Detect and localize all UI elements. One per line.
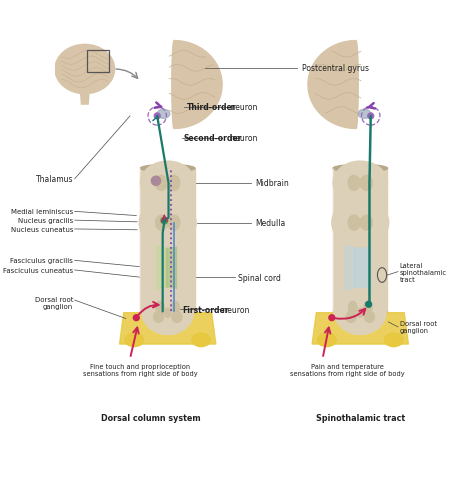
Ellipse shape — [361, 176, 373, 191]
Text: Lateral
spinothalamic
tract: Lateral spinothalamic tract — [400, 262, 447, 282]
Text: neuron: neuron — [228, 134, 258, 143]
Polygon shape — [165, 209, 176, 313]
Circle shape — [329, 315, 335, 321]
Ellipse shape — [165, 219, 170, 227]
Ellipse shape — [140, 309, 195, 317]
Text: Third-order: Third-order — [187, 103, 236, 112]
Polygon shape — [345, 171, 354, 313]
Ellipse shape — [332, 199, 389, 247]
Ellipse shape — [154, 312, 164, 323]
Ellipse shape — [335, 291, 385, 335]
Ellipse shape — [140, 165, 195, 173]
Polygon shape — [354, 171, 370, 313]
Circle shape — [133, 315, 139, 321]
Ellipse shape — [346, 311, 356, 321]
Ellipse shape — [358, 110, 371, 119]
Ellipse shape — [333, 162, 387, 205]
Text: Nucleus cuneatus: Nucleus cuneatus — [10, 227, 73, 232]
Circle shape — [161, 218, 168, 225]
Ellipse shape — [364, 302, 372, 314]
Circle shape — [155, 114, 160, 120]
Text: Fasciculus cuneatus: Fasciculus cuneatus — [3, 268, 73, 273]
Ellipse shape — [165, 180, 170, 187]
Text: Spinal cord: Spinal cord — [238, 273, 281, 282]
Ellipse shape — [348, 216, 360, 231]
Polygon shape — [333, 169, 387, 313]
Text: Medial leminiscus: Medial leminiscus — [11, 209, 73, 215]
Ellipse shape — [348, 302, 357, 314]
Ellipse shape — [154, 311, 164, 321]
Text: Nucleus gracilis: Nucleus gracilis — [18, 218, 73, 224]
Ellipse shape — [172, 312, 182, 323]
Polygon shape — [172, 42, 222, 129]
Polygon shape — [308, 42, 358, 129]
Ellipse shape — [55, 45, 115, 94]
Text: Fine touch and proprioception
sensations from right side of body: Fine touch and proprioception sensations… — [83, 363, 198, 376]
Ellipse shape — [192, 333, 210, 347]
Ellipse shape — [333, 165, 387, 173]
Ellipse shape — [125, 333, 144, 347]
Ellipse shape — [348, 301, 357, 313]
Polygon shape — [156, 209, 175, 313]
Ellipse shape — [171, 302, 180, 314]
Ellipse shape — [168, 216, 180, 231]
Ellipse shape — [346, 312, 356, 323]
Ellipse shape — [155, 216, 167, 231]
Ellipse shape — [140, 162, 195, 205]
Ellipse shape — [155, 176, 167, 191]
Ellipse shape — [171, 301, 180, 313]
Ellipse shape — [165, 308, 171, 318]
Ellipse shape — [142, 289, 194, 335]
Text: Thalamus: Thalamus — [36, 175, 73, 184]
Text: Dorsal root
ganglion: Dorsal root ganglion — [35, 296, 73, 309]
Text: Midbrain: Midbrain — [255, 179, 289, 188]
Ellipse shape — [157, 110, 170, 119]
Ellipse shape — [334, 289, 386, 335]
Ellipse shape — [143, 291, 193, 335]
Ellipse shape — [361, 216, 373, 231]
Ellipse shape — [151, 177, 161, 186]
Ellipse shape — [333, 309, 387, 317]
Ellipse shape — [168, 176, 180, 191]
Ellipse shape — [165, 307, 171, 317]
Text: Fasciculus gracilis: Fasciculus gracilis — [10, 258, 73, 264]
Text: First-order: First-order — [182, 305, 228, 314]
Ellipse shape — [384, 333, 403, 347]
Text: Medulla: Medulla — [255, 219, 285, 227]
Polygon shape — [119, 313, 216, 344]
Ellipse shape — [357, 308, 363, 318]
Ellipse shape — [365, 312, 374, 323]
Text: neuron: neuron — [228, 103, 258, 112]
Text: neuron: neuron — [220, 305, 249, 314]
Polygon shape — [81, 94, 89, 105]
Text: Pain and temperature
sensations from right side of body: Pain and temperature sensations from rig… — [291, 363, 405, 376]
Ellipse shape — [172, 311, 182, 321]
Ellipse shape — [348, 176, 360, 191]
Circle shape — [366, 302, 372, 308]
Ellipse shape — [318, 333, 336, 347]
Ellipse shape — [364, 301, 372, 313]
Polygon shape — [140, 169, 195, 313]
Text: Second-order: Second-order — [183, 134, 242, 143]
Circle shape — [368, 114, 374, 120]
Text: Dorsal column system: Dorsal column system — [101, 413, 201, 422]
Text: Postcentral gyrus: Postcentral gyrus — [301, 64, 369, 73]
Ellipse shape — [358, 180, 363, 187]
Text: Spinothalamic tract: Spinothalamic tract — [316, 413, 405, 422]
Ellipse shape — [156, 302, 164, 314]
Text: Dorsal root
ganglion: Dorsal root ganglion — [400, 321, 437, 333]
Circle shape — [163, 219, 166, 223]
Ellipse shape — [139, 199, 196, 247]
Ellipse shape — [156, 301, 164, 313]
Ellipse shape — [357, 307, 363, 317]
Ellipse shape — [358, 219, 363, 227]
Polygon shape — [312, 313, 409, 344]
Ellipse shape — [365, 311, 374, 321]
